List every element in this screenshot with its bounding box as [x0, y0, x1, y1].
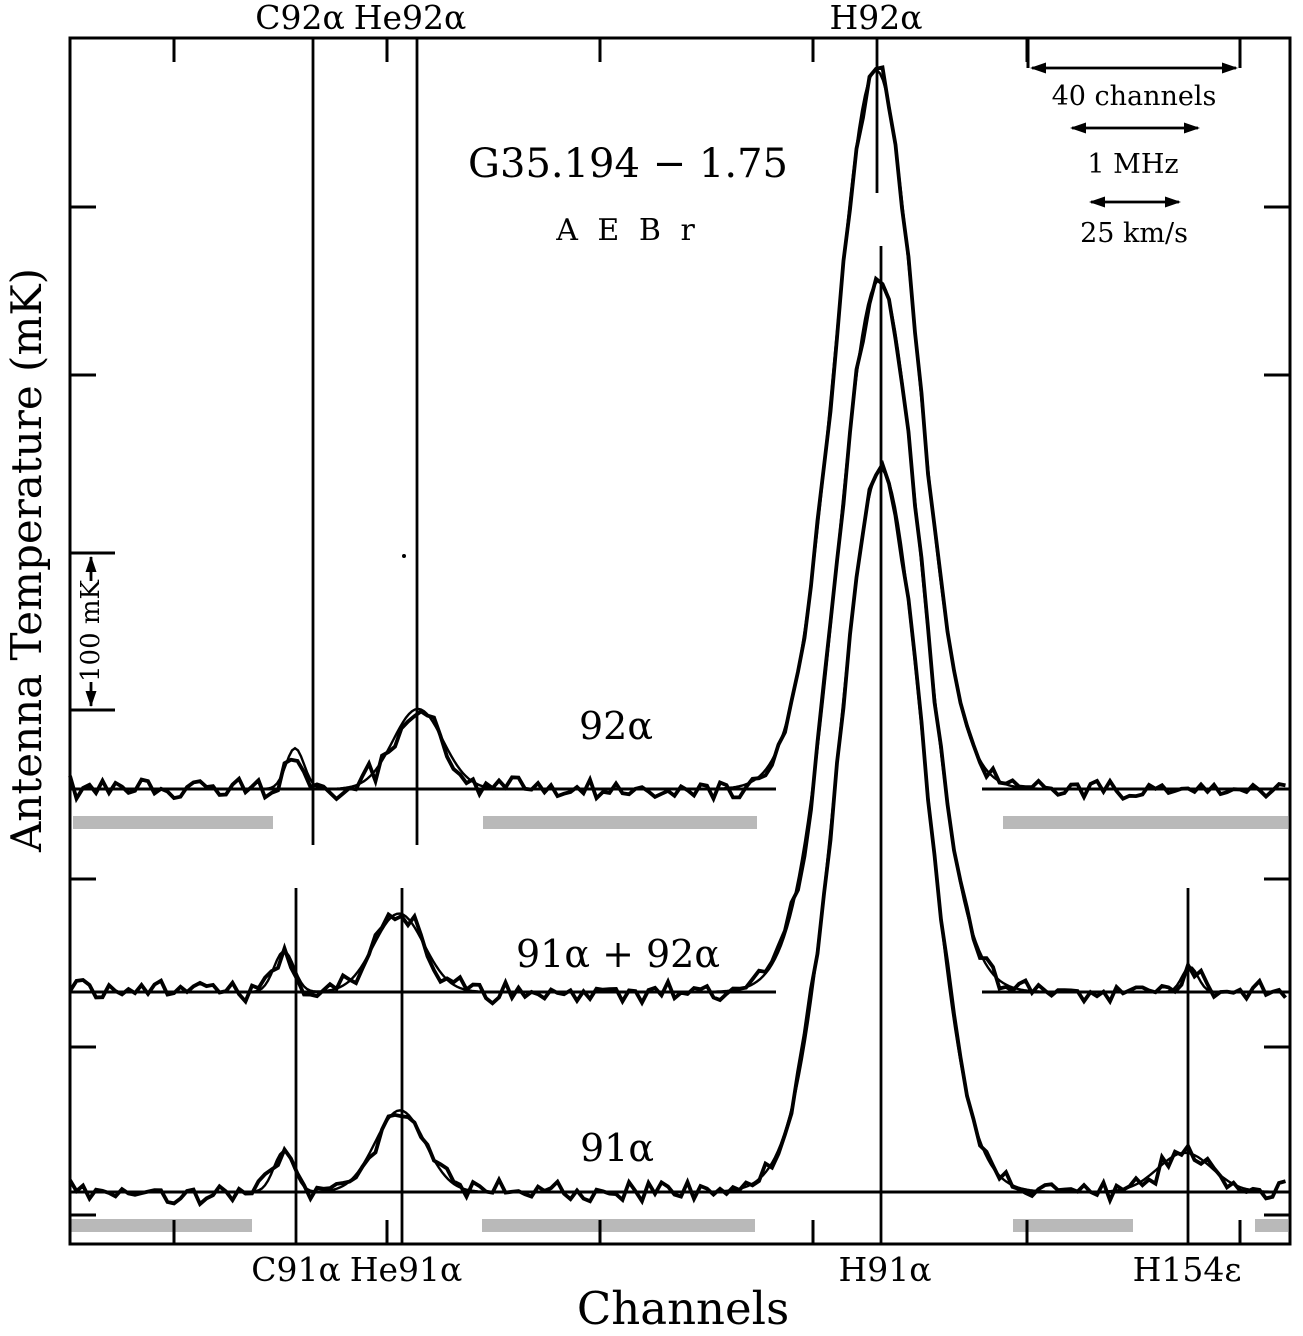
y-scale-arrowhead-down-icon — [85, 691, 97, 707]
bottom-line-label-c91a: C91α — [251, 1250, 341, 1289]
row-label-91a: 91α — [579, 1126, 655, 1170]
row-label-92a: 92α — [578, 704, 654, 748]
sensitivity-bar-row2 — [482, 1219, 755, 1232]
sensitivity-bar-row0 — [73, 816, 273, 829]
top-line-label-c92a: C92α — [255, 0, 345, 37]
row-label-91a-92a: 91α + 92α — [515, 932, 721, 976]
scale-arrowhead-left-icon — [1089, 196, 1105, 208]
fit-curve-2 — [70, 468, 1288, 1194]
fit-curve-1 — [70, 279, 1288, 994]
y-axis-title: Antenna Temperature (mK) — [2, 267, 51, 853]
y-scale-arrowhead-up-icon — [85, 556, 97, 572]
y-scale-label-100mk: 100 mK — [76, 580, 106, 682]
bottom-line-label-h91a: H91α — [838, 1250, 932, 1289]
spectrum-trace-2 — [68, 459, 1287, 1208]
source-subtitle: A E B r — [556, 213, 700, 248]
scale-label-40-channels: 40 channels — [1051, 81, 1217, 112]
bottom-line-label-he91a: He91α — [349, 1250, 463, 1289]
stray-dot — [402, 554, 406, 558]
scale-arrowhead-right-icon — [1165, 196, 1181, 208]
spectrum-trace-0 — [68, 65, 1286, 804]
sensitivity-bar-row2 — [1255, 1219, 1288, 1232]
scale-arrowhead-right-icon — [1184, 122, 1200, 134]
scale-arrowhead-left-icon — [1070, 122, 1086, 134]
source-title: G35.194 − 1.75 — [468, 141, 788, 187]
top-line-label-he92a: He92α — [353, 0, 467, 37]
scale-label-25kms: 25 km/s — [1080, 218, 1188, 249]
sensitivity-bar-row2 — [70, 1219, 252, 1232]
scale-arrowhead-left-icon — [1030, 62, 1046, 74]
sensitivity-bar-row2 — [1013, 1219, 1133, 1232]
bottom-line-label-h154e: H154ε — [1132, 1250, 1242, 1289]
top-line-label-h92a: H92α — [829, 0, 923, 37]
plot-frame — [68, 36, 1292, 1246]
spectrum-trace-1 — [68, 275, 1287, 1007]
x-axis-title: Channels — [576, 1282, 790, 1335]
sensitivity-bar-row0 — [483, 816, 757, 829]
scale-arrowhead-right-icon — [1222, 62, 1238, 74]
sensitivity-bar-row0 — [1003, 816, 1288, 829]
scale-label-1mhz: 1 MHz — [1087, 149, 1179, 180]
